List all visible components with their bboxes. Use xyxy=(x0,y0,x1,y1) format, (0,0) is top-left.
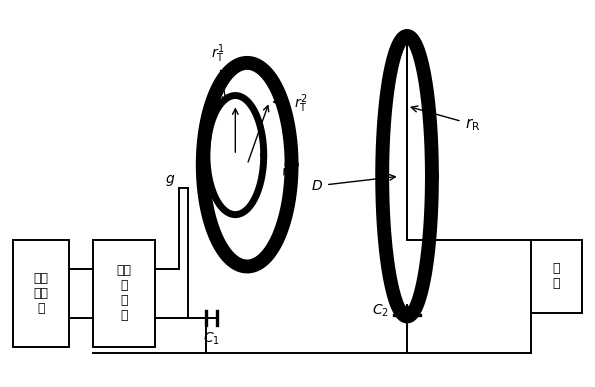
Text: $D$: $D$ xyxy=(311,175,395,193)
Text: 信号
发生
器: 信号 发生 器 xyxy=(34,272,49,315)
Text: $C_{1}$: $C_{1}$ xyxy=(203,331,220,347)
Bar xyxy=(93,240,155,347)
Text: 负
载: 负 载 xyxy=(553,262,560,290)
Text: 功率
放
大
器: 功率 放 大 器 xyxy=(117,264,131,322)
Text: $r_{\mathrm{R}}$: $r_{\mathrm{R}}$ xyxy=(411,106,480,133)
Text: $r_{\mathrm{T}}^{1}$: $r_{\mathrm{T}}^{1}$ xyxy=(211,42,228,102)
Bar xyxy=(531,240,582,313)
Text: $r_{\mathrm{T}}^{2}$: $r_{\mathrm{T}}^{2}$ xyxy=(274,92,308,115)
Text: $C_{2}$: $C_{2}$ xyxy=(372,303,389,319)
Bar xyxy=(13,240,70,347)
Text: g: g xyxy=(165,172,174,186)
